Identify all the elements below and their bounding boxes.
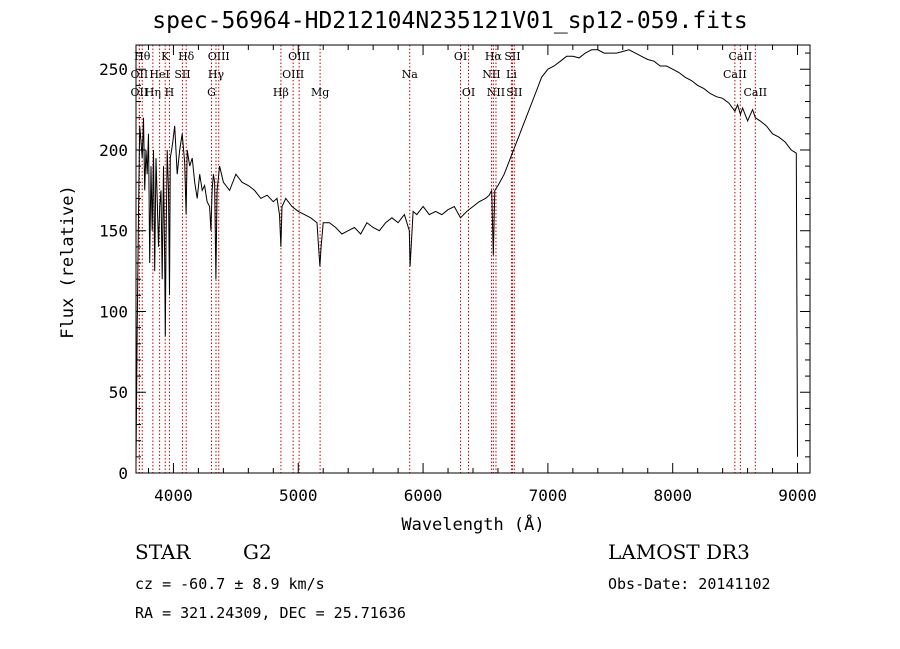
spectral-line-label: OIII (208, 50, 230, 63)
observation-date: Obs-Date: 20141102 (608, 575, 771, 593)
spectrum-line (135, 49, 798, 465)
x-tick-label: 6000 (404, 486, 443, 505)
spectral-line-label: H (165, 86, 175, 99)
redshift-text: cz = -60.7 ± 8.9 km/s (135, 575, 325, 593)
spectral-line-label: SII (504, 50, 520, 63)
spectral-line-label: OI (454, 50, 467, 63)
y-tick-label: 250 (99, 60, 128, 79)
spectral-line-label: Li (506, 68, 517, 81)
y-tick-label: 100 (99, 302, 128, 321)
y-axis-label: Flux (relative) (58, 185, 78, 339)
plot-frame (135, 44, 811, 474)
spectral-line-label: OIII (288, 50, 310, 63)
y-tick-label: 200 (99, 141, 128, 160)
spectral-line-label: HeI (149, 68, 169, 81)
chart-title: spec-56964-HD212104N235121V01_sp12-059.f… (152, 8, 748, 34)
x-tick-label: 9000 (778, 486, 817, 505)
survey-name: LAMOST DR3 (608, 540, 750, 564)
spectral-line-label: CaII (729, 50, 753, 63)
spectral-line-label: G (207, 86, 216, 99)
y-tick-label: 50 (109, 383, 128, 402)
spectral-line-label: OII (131, 86, 149, 99)
spectral-line-label: OI (462, 86, 475, 99)
y-tick-label: 150 (99, 222, 128, 241)
y-axis-ticks: 0 50 100 150 200 250 (99, 52, 810, 483)
y-tick-label: 0 (118, 464, 128, 483)
spectral-line-label: NII (487, 86, 505, 99)
spectral-line-label: Hδ (178, 50, 195, 63)
spectral-line-label: Mg (311, 86, 329, 99)
spectral-line-label: SII (506, 86, 522, 99)
x-axis-label: Wavelength (Å) (401, 513, 544, 535)
x-axis-ticks: 4000 5000 6000 7000 8000 9000 (147, 45, 817, 505)
spectral-line-label: Hη (145, 86, 161, 99)
object-class: STAR (135, 540, 191, 564)
spectral-line-labels: Hθ OII OII K HeI Hη Hδ SII H OIII Hγ G OIII OIII Hβ Mg N… (131, 50, 768, 99)
spectral-line-label: Hβ (273, 86, 289, 99)
object-subclass: G2 (243, 540, 272, 564)
x-tick-label: 7000 (529, 486, 568, 505)
x-tick-label: 8000 (653, 486, 692, 505)
spectral-line-label: K (161, 50, 170, 63)
spectral-line-label: OIII (282, 68, 304, 81)
spectral-line-label: SII (174, 68, 190, 81)
spectral-line-label: Hγ (208, 68, 225, 81)
spectral-line-label: NII (482, 68, 500, 81)
spectral-line-label: CaII (723, 68, 747, 81)
spectral-line-label: Hθ (134, 50, 151, 63)
coordinates-text: RA = 321.24309, DEC = 25.71636 (135, 604, 406, 622)
x-tick-label: 4000 (154, 486, 193, 505)
spectral-line-label: Na (402, 68, 419, 81)
spectral-line-label: OII (131, 68, 149, 81)
spectral-line-markers (138, 45, 756, 473)
spectral-line-label: CaII (743, 86, 767, 99)
x-tick-label: 5000 (279, 486, 318, 505)
spectral-line-label: Hα (485, 50, 503, 63)
